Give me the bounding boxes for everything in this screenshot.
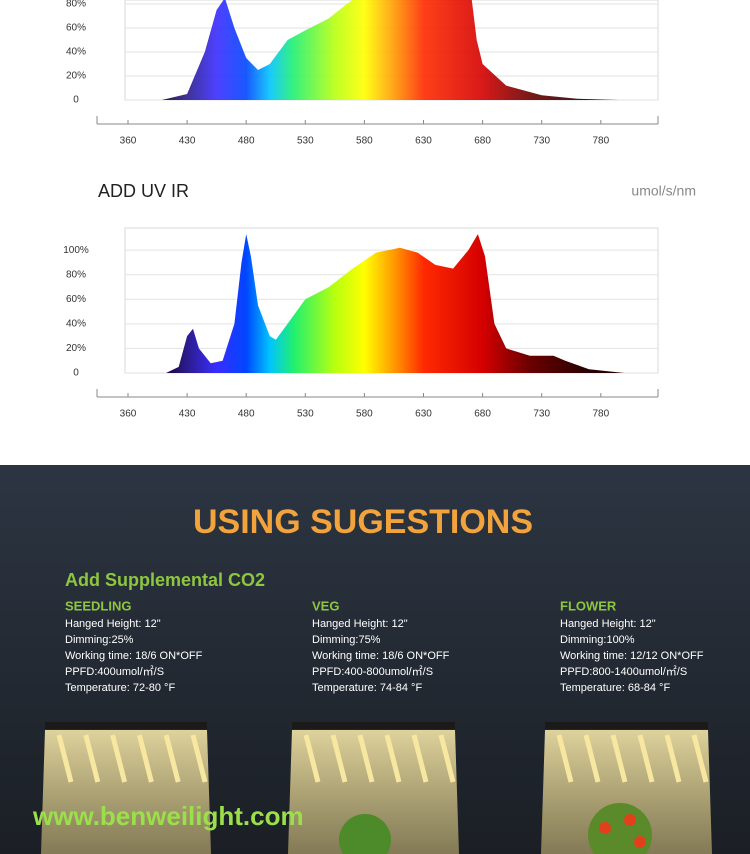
tomato <box>624 814 636 826</box>
lamp-bar <box>545 722 708 729</box>
led-strip <box>438 734 456 783</box>
x-tick-label: 430 <box>179 136 196 147</box>
y-tick-label: 40% <box>66 47 86 58</box>
y-tick-label: 40% <box>66 318 86 329</box>
column-line: Hanged Height: 12" <box>312 618 408 630</box>
column-line: Temperature: 74-84 °F <box>312 682 422 694</box>
section-title: USING SUGESTIONS <box>193 503 533 541</box>
led-strip <box>83 734 101 783</box>
led-strip <box>110 734 128 783</box>
lamp-bar <box>292 722 455 729</box>
led-strip <box>637 734 655 783</box>
column-line: Dimming:100% <box>560 634 635 646</box>
x-tick-label: 680 <box>474 136 491 147</box>
led-strip <box>330 734 348 783</box>
led-strip <box>664 734 682 783</box>
light-glow <box>41 730 211 854</box>
x-tick-label: 680 <box>474 409 491 420</box>
x-tick-label: 780 <box>592 136 609 147</box>
led-strip <box>357 734 375 783</box>
x-tick-label: 780 <box>592 409 609 420</box>
x-tick-label: 360 <box>120 136 137 147</box>
y-tick-label: 60% <box>66 294 86 305</box>
column-heading: VEG <box>312 598 339 613</box>
x-tick-label: 480 <box>238 409 255 420</box>
x-tick-label: 630 <box>415 136 432 147</box>
y-tick-label: 20% <box>66 71 86 82</box>
led-strip <box>190 734 208 783</box>
column-line: Dimming:25% <box>65 634 134 646</box>
light-glow <box>288 730 459 854</box>
chart-title: ADD UV IR <box>98 181 189 201</box>
y-tick-label: 20% <box>66 343 86 354</box>
y-tick-label: 100% <box>63 245 89 256</box>
led-strip <box>303 734 321 783</box>
x-tick-label: 430 <box>179 409 196 420</box>
column-line: Hanged Height: 12" <box>65 618 161 630</box>
columns: SEEDLING Hanged Height: 12" Dimming:25% Wor… <box>65 598 704 693</box>
x-tick-label: 630 <box>415 409 432 420</box>
column-heading: FLOWER <box>560 598 617 613</box>
column-line: Dimming:75% <box>312 634 381 646</box>
x-tick-label: 530 <box>297 409 314 420</box>
column-line: PPFD:800-1400umol/㎡/S <box>560 665 687 678</box>
y-tick-label: 80% <box>66 0 86 10</box>
x-tick-label: 580 <box>356 136 373 147</box>
column-line: Temperature: 68-84 °F <box>560 682 670 694</box>
lamp-bar <box>45 722 207 729</box>
charts: 0 20% 40% 60% 80% 360 430 480 530 580 630 680 730 780… <box>63 0 696 420</box>
x-tick-label: 730 <box>533 409 550 420</box>
led-strip <box>583 734 601 783</box>
spectrum-area <box>161 0 619 100</box>
x-tick-label: 730 <box>533 136 550 147</box>
x-tick-label: 480 <box>238 136 255 147</box>
column-line: PPFD:400-800umol/㎡/S <box>312 665 433 678</box>
column-line: PPFD:400umol/㎡/S <box>65 665 164 678</box>
led-strip <box>163 734 181 783</box>
column-line: Hanged Height: 12" <box>560 618 656 630</box>
y-tick-label: 0 <box>73 95 79 106</box>
led-strip <box>411 734 429 783</box>
x-tick-label: 360 <box>120 409 137 420</box>
led-strip <box>384 734 402 783</box>
y-tick-label: 60% <box>66 23 86 34</box>
column-line: Working time: 18/6 ON*OFF <box>65 650 203 662</box>
column-line: Temperature: 72-80 °F <box>65 682 175 694</box>
column-heading: SEEDLING <box>65 598 131 613</box>
y-tick-label: 80% <box>66 269 86 280</box>
website: www.benweilight.com <box>32 801 304 831</box>
unit-label: umol/s/nm <box>631 183 696 199</box>
led-strip <box>556 734 574 783</box>
light-glow <box>541 730 712 854</box>
x-tick-label: 530 <box>297 136 314 147</box>
led-strip <box>136 734 154 783</box>
lamps <box>41 722 712 854</box>
led-strip <box>610 734 628 783</box>
y-tick-label: 0 <box>73 368 79 379</box>
led-strip <box>691 734 709 783</box>
section-subtitle: Add Supplemental CO2 <box>65 570 265 590</box>
column-line: Working time: 12/12 ON*OFF <box>560 650 704 662</box>
tomato <box>599 822 611 834</box>
plant <box>339 814 391 854</box>
tomato <box>634 836 646 848</box>
spectrum-area <box>166 234 625 373</box>
led-strip <box>56 734 74 783</box>
column-line: Working time: 18/6 ON*OFF <box>312 650 450 662</box>
x-tick-label: 580 <box>356 409 373 420</box>
